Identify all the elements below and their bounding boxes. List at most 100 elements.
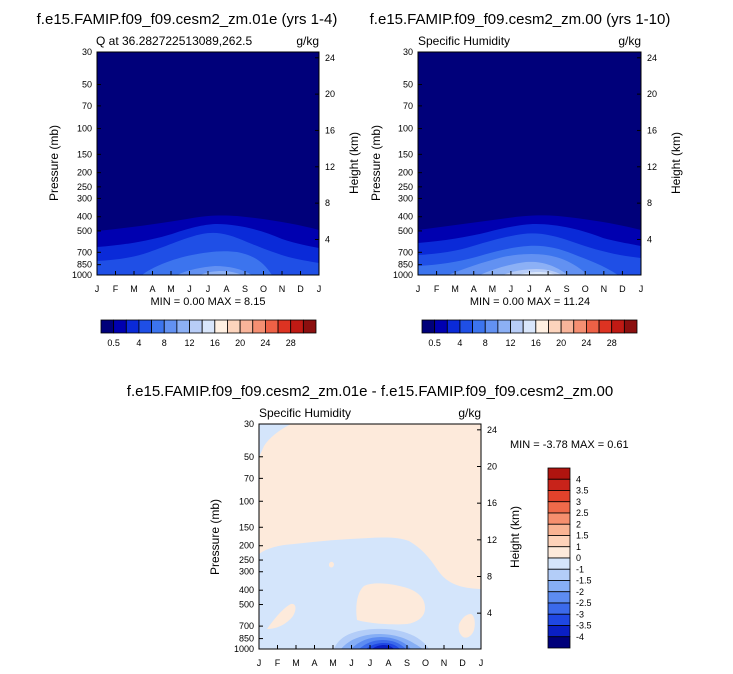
colorbar-swatch: [434, 319, 448, 334]
y-tick-label: 500: [77, 226, 92, 236]
colorbar-swatch: [547, 557, 571, 570]
colorbar-swatch: [290, 319, 304, 334]
x-tick-label: A: [223, 284, 229, 294]
colorbar-swatch: [547, 535, 571, 548]
y-tick-label: 1000: [393, 270, 413, 280]
y-tick-label: 300: [77, 193, 92, 203]
panel-a-colorbar: 0.5 4 8 12 16 20 24 28: [100, 319, 317, 348]
colorbar-swatch: [548, 319, 562, 334]
colorbar-swatch: [239, 319, 254, 334]
colorbar-swatch: [586, 319, 600, 334]
colorbar-label: 4: [457, 338, 462, 348]
colorbar-swatch: [547, 501, 571, 514]
y-tick-label: 500: [239, 600, 254, 610]
x-tick-label: D: [297, 284, 304, 294]
x-tick-label: A: [311, 658, 317, 668]
colorbar-swatch: [459, 319, 473, 334]
colorbar-swatch: [125, 319, 140, 334]
x-tick-label: J: [479, 658, 484, 668]
colorbar-swatch: [547, 523, 571, 536]
y2-tick-label: 16: [325, 125, 335, 135]
colorbar-swatch: [573, 319, 587, 334]
x-tick-label: J: [639, 284, 644, 294]
x-tick-label: S: [242, 284, 248, 294]
colorbar-swatch: [446, 319, 461, 334]
x-tick-label: A: [149, 284, 155, 294]
colorbar-label: 4: [576, 474, 581, 484]
colorbar-swatch: [484, 319, 499, 334]
colorbar-swatch: [547, 478, 571, 491]
panel-a: f.e15.FAMIP.f09_f09.cesm2_zm.01e (yrs 1-…: [37, 11, 361, 348]
colorbar-swatch: [302, 319, 317, 334]
y-tick-label: 150: [398, 149, 413, 159]
panel-a-plot-area: [96, 51, 320, 276]
diff-fill-positive-pocket-b: [356, 583, 425, 625]
x-tick-label: A: [545, 284, 551, 294]
y-tick-label: 100: [239, 496, 254, 506]
y-tick-label: 50: [403, 79, 413, 89]
colorbar-swatch: [189, 319, 203, 334]
colorbar-swatch: [547, 490, 571, 503]
x-tick-label: M: [292, 658, 300, 668]
panel-a-units: g/kg: [296, 34, 319, 48]
panel-c-title: f.e15.FAMIP.f09_f09.cesm2_zm.01e - f.e15…: [127, 383, 613, 400]
y-tick-label: 100: [77, 124, 92, 134]
colorbar-swatch: [547, 546, 571, 559]
y2-tick-label: 12: [487, 535, 497, 545]
y-tick-label: 250: [239, 555, 254, 565]
colorbar-label: 12: [506, 338, 516, 348]
colorbar-label: 0: [576, 553, 581, 563]
panel-a-title: f.e15.FAMIP.f09_f09.cesm2_zm.01e (yrs 1-…: [37, 11, 338, 28]
y-tick-label: 250: [398, 182, 413, 192]
x-tick-label: J: [187, 284, 192, 294]
panel-c: f.e15.FAMIP.f09_f09.cesm2_zm.01e - f.e15…: [127, 383, 629, 668]
y-tick-label: 850: [398, 260, 413, 270]
panel-c-plot-area: [258, 423, 482, 650]
colorbar-swatch: [201, 319, 216, 334]
y-tick-label: 400: [77, 212, 92, 222]
colorbar-label: -4: [576, 632, 584, 642]
y-tick-label: 50: [244, 452, 254, 462]
panel-b-colorbar: 0.5 4 8 12 16 20 24 28: [421, 319, 638, 348]
colorbar-swatch: [421, 319, 436, 334]
colorbar-swatch: [522, 319, 537, 334]
x-tick-label: M: [329, 658, 337, 668]
panel-c-y-axis-title: Pressure (mb): [208, 499, 222, 575]
y2-tick-label: 20: [325, 89, 335, 99]
panel-b-y-axis-title: Pressure (mb): [369, 125, 383, 201]
x-tick-label: J: [416, 284, 421, 294]
x-tick-label: D: [619, 284, 626, 294]
x-tick-label: F: [275, 658, 281, 668]
panel-b-stats: MIN = 0.00 MAX = 11.24: [470, 296, 590, 308]
colorbar-label: -3: [576, 609, 584, 619]
colorbar-label: -3.5: [576, 621, 592, 631]
colorbar-swatch: [547, 636, 571, 649]
colorbar-label: 8: [162, 338, 167, 348]
colorbar-label: 2.5: [576, 508, 589, 518]
x-tick-label: J: [368, 658, 373, 668]
x-tick-label: S: [564, 284, 570, 294]
contour-fill-level-9: [518, 272, 556, 275]
x-tick-label: M: [167, 284, 175, 294]
panel-b: f.e15.FAMIP.f09_f09.cesm2_zm.00 (yrs 1-1…: [369, 11, 683, 348]
x-tick-label: O: [582, 284, 589, 294]
diff-fill-positive-pocket-c: [458, 614, 475, 638]
y-tick-label: 400: [398, 212, 413, 222]
colorbar-swatch: [227, 319, 241, 334]
x-tick-label: O: [260, 284, 267, 294]
diff-fill-positive-pocket-d: [329, 561, 334, 568]
y-tick-label: 1000: [234, 644, 254, 654]
colorbar-label: 28: [607, 338, 617, 348]
y-tick-label: 150: [77, 149, 92, 159]
x-tick-label: J: [527, 284, 532, 294]
x-tick-label: N: [279, 284, 286, 294]
x-tick-label: O: [422, 658, 429, 668]
colorbar-swatch: [611, 319, 625, 334]
x-tick-label: D: [459, 658, 466, 668]
x-tick-label: F: [113, 284, 119, 294]
contour-fill-level-7: [200, 271, 242, 275]
colorbar-label: 3: [576, 497, 581, 507]
colorbar-swatch: [623, 319, 638, 334]
